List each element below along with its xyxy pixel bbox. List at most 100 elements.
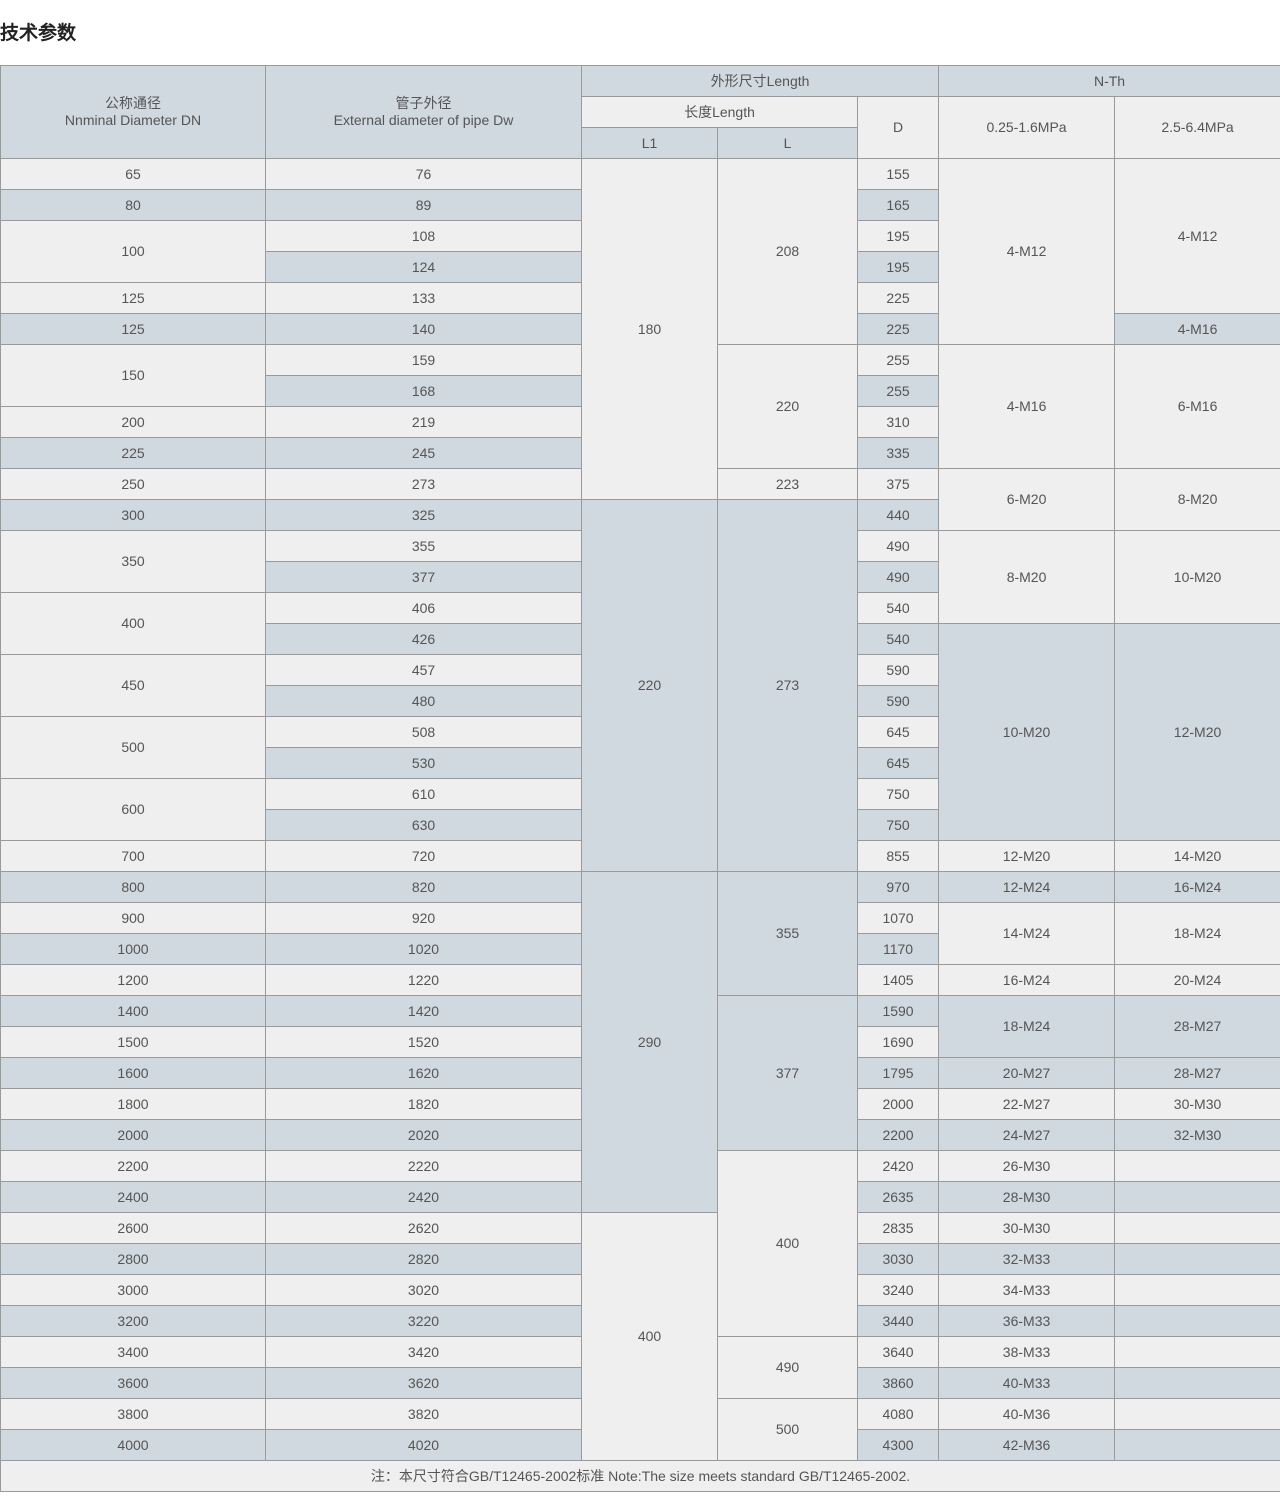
- cell-l1: 180: [581, 158, 718, 500]
- header-row: 公称通径 Nnminal Diameter DN 管子外径 External dia…: [0, 65, 1280, 159]
- table-row: 225 245 335: [0, 437, 1280, 469]
- cell-p1: 28-M30: [938, 1181, 1116, 1213]
- cell-dn: 500: [0, 716, 266, 779]
- cell-dw: 89: [265, 189, 582, 221]
- cell-p1: 16-M24: [938, 964, 1116, 996]
- table-row: 124 195: [1, 251, 1280, 283]
- cell-d: 195: [856, 251, 940, 283]
- page-title: 技术参数: [0, 23, 77, 44]
- cell-dn: 3800: [0, 1398, 266, 1430]
- cell-p2: 18-M24: [1114, 902, 1280, 965]
- header-n-th: N-Th: [938, 65, 1280, 97]
- cell-d: 1070: [856, 902, 940, 934]
- cell-dw: 325: [265, 499, 582, 531]
- header-p2: 2.5-6.4MPa: [1114, 96, 1280, 159]
- cell-d: 255: [856, 375, 940, 407]
- cell-dw: 245: [265, 437, 582, 469]
- cell-d: 490: [856, 561, 940, 593]
- header-dw-cn: 管子外径: [395, 95, 452, 111]
- cell-d: 3240: [856, 1274, 940, 1306]
- cell-dw: 355: [265, 530, 582, 562]
- table-row: 2400 2420 2635 28-M30: [0, 1181, 1280, 1213]
- table-row: 3200 3220 3440 36-M33: [0, 1305, 1280, 1337]
- table-row: 200 219 310: [0, 406, 1280, 438]
- table-row: 150 159 220 255 4-M16 6-M16: [0, 344, 1280, 469]
- cell-d: 375: [856, 468, 940, 500]
- table-row: 400 406 540: [0, 592, 1280, 655]
- cell-dw: 480: [265, 685, 582, 717]
- cell-p1: 40-M36: [938, 1398, 1116, 1430]
- cell-p2: [1114, 1336, 1280, 1368]
- cell-dw: 820: [265, 871, 582, 903]
- cell-dn: 250: [0, 468, 266, 500]
- cell-dw: 3420: [265, 1336, 582, 1368]
- table-row: 2600 2620 400 2835 30-M30: [0, 1212, 1280, 1461]
- table-row: 4000 4020 4300 42-M36: [0, 1429, 1280, 1461]
- cell-dw: 426: [265, 623, 582, 655]
- cell-p2: 32-M30: [1114, 1119, 1280, 1151]
- cell-d: 165: [856, 189, 940, 221]
- header-p1: 0.25-1.6MPa: [938, 96, 1116, 159]
- cell-p2: 10-M20: [1114, 530, 1280, 624]
- cell-p2: 28-M27: [1114, 1057, 1280, 1089]
- table-row: 600 610 750: [0, 778, 1280, 841]
- cell-dw: 630: [265, 809, 582, 841]
- cell-l1: 290: [581, 871, 718, 1213]
- cell-d: 335: [856, 437, 940, 469]
- cell-p1: 12-M20: [938, 840, 1116, 872]
- cell-p2: [1114, 1429, 1280, 1461]
- table-row: 125 140 225 4-M16: [0, 313, 1280, 345]
- cell-dn: 2400: [0, 1181, 266, 1213]
- cell-d: 2835: [856, 1212, 940, 1244]
- cell-d: 3860: [856, 1367, 940, 1399]
- cell-dw: 159: [265, 344, 582, 376]
- cell-dn: 100: [0, 220, 266, 283]
- cell-dn: 225: [0, 437, 266, 469]
- table-row: 3800 3820 500 4080 40-M36: [0, 1398, 1280, 1461]
- table-row: 1600 1620 1795 20-M27 28-M27: [0, 1057, 1280, 1089]
- footer-note: 注：本尺寸符合GB/T12465-2002标准 Note:The size me…: [0, 1460, 1280, 1492]
- header-dn-en: Nnminal Diameter DN: [64, 112, 202, 128]
- cell-p1: 36-M33: [938, 1305, 1116, 1337]
- cell-d: 855: [856, 840, 940, 872]
- cell-d: 590: [856, 654, 940, 686]
- cell-d: 3030: [856, 1243, 940, 1275]
- table-row: 1500 1520 1690: [0, 1026, 1280, 1058]
- cell-p2: 4-M16: [1114, 313, 1280, 345]
- cell-p2: 20-M24: [1114, 964, 1280, 996]
- cell-dw: 1520: [265, 1026, 582, 1058]
- cell-p1: 34-M33: [938, 1274, 1116, 1306]
- cell-dw: 2420: [265, 1181, 582, 1213]
- table-row: 2000 2020 2200 24-M27 32-M30: [0, 1119, 1280, 1151]
- table-row: 3400 3420 490 3640 38-M33: [0, 1336, 1280, 1399]
- cell-dn: 2800: [0, 1243, 266, 1275]
- cell-p1: 12-M24: [938, 871, 1116, 903]
- cell-p2: [1114, 1212, 1280, 1244]
- cell-p2: 28-M27: [1114, 995, 1280, 1058]
- table-row: 1400 1420 377 1590 18-M24 28-M27: [0, 995, 1280, 1151]
- cell-p1: 30-M30: [938, 1212, 1116, 1244]
- cell-l: 355: [717, 871, 858, 996]
- cell-d: 645: [856, 747, 940, 779]
- cell-dw: 508: [265, 716, 582, 748]
- cell-dn: 2200: [0, 1150, 266, 1182]
- cell-p2: [1114, 1243, 1280, 1275]
- cell-dw: 168: [265, 375, 582, 407]
- cell-l: 220: [717, 344, 858, 469]
- cell-dw: 720: [265, 840, 582, 872]
- cell-dn: 150: [0, 344, 266, 407]
- table-row: 530 645: [1, 747, 1280, 779]
- cell-d: 195: [856, 220, 940, 252]
- cell-p1: 4-M16: [938, 344, 1116, 469]
- cell-dw: 2620: [265, 1212, 582, 1244]
- table-row: 100 108 195: [0, 220, 1280, 283]
- cell-p1: 18-M24: [938, 995, 1116, 1058]
- cell-dn: 125: [0, 282, 266, 314]
- cell-l: 273: [717, 499, 858, 872]
- cell-p2: [1114, 1367, 1280, 1399]
- cell-d: 750: [856, 778, 940, 810]
- cell-dn: 1000: [0, 933, 266, 965]
- cell-p2: [1114, 1181, 1280, 1213]
- cell-d: 1690: [856, 1026, 940, 1058]
- cell-p2: [1114, 1398, 1280, 1430]
